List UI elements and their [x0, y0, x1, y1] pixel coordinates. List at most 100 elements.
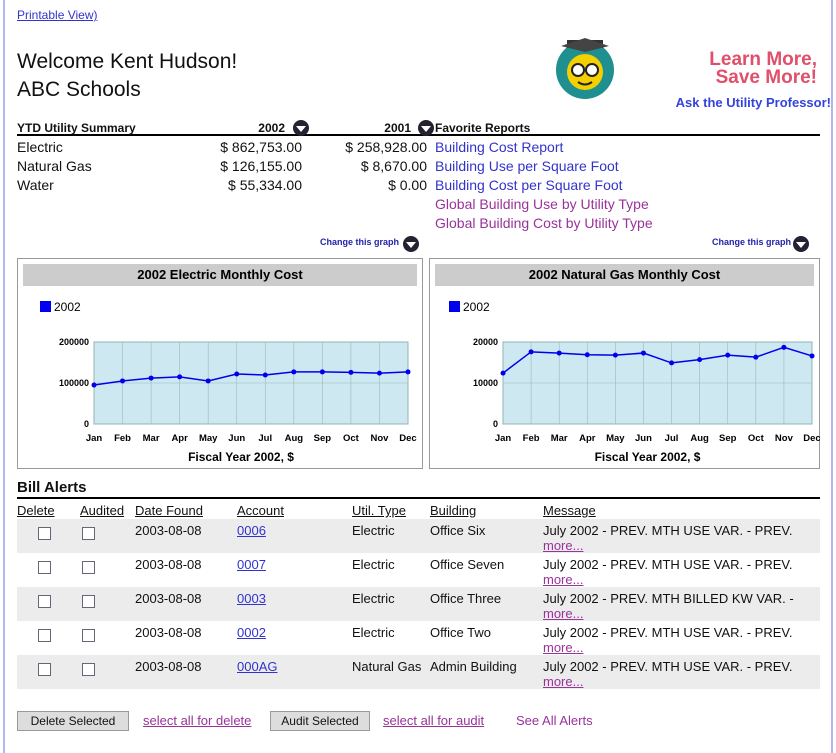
- summary-rule: [17, 134, 820, 136]
- dropdown-icon[interactable]: [416, 118, 436, 138]
- column-header[interactable]: Building: [430, 503, 477, 518]
- more-link[interactable]: more...: [543, 572, 584, 587]
- x-tick-label: Apr: [171, 433, 188, 444]
- dropdown-icon[interactable]: [791, 234, 811, 254]
- dropdown-icon[interactable]: [401, 234, 421, 254]
- message: July 2002 - PREV. MTH USE VAR. - PREV. m…: [543, 557, 828, 587]
- x-tick-label: Jul: [665, 433, 679, 444]
- data-point: [556, 350, 562, 356]
- icon-arrow: [421, 126, 431, 132]
- column-header[interactable]: Delete: [17, 503, 55, 518]
- x-tick-label: Jun: [635, 433, 652, 444]
- checkbox[interactable]: [38, 527, 51, 540]
- chart-title: 2002 Electric Monthly Cost: [137, 267, 303, 282]
- building: Admin Building: [430, 659, 517, 674]
- data-point: [376, 370, 382, 376]
- checkbox[interactable]: [38, 629, 51, 642]
- data-point: [120, 378, 126, 384]
- checkbox[interactable]: [82, 629, 95, 642]
- checkbox[interactable]: [82, 527, 95, 540]
- x-tick-label: May: [199, 433, 218, 444]
- account-link[interactable]: 000AG: [237, 659, 278, 674]
- date-found: 2003-08-08: [135, 659, 202, 674]
- alerts-rule: [17, 497, 820, 499]
- change-graph[interactable]: Change this graph: [319, 237, 399, 247]
- column-header[interactable]: Message: [543, 503, 596, 518]
- data-point: [500, 370, 506, 376]
- printable-link[interactable]: Printable View): [17, 8, 98, 22]
- utility-name: Electric: [17, 139, 63, 155]
- favorite-link[interactable]: Building Cost Report: [435, 139, 564, 155]
- alerts-title: Bill Alerts: [17, 479, 87, 496]
- data-line: [93, 371, 409, 386]
- select-all-delete[interactable]: select all for delete: [143, 713, 252, 728]
- more-link[interactable]: more...: [543, 674, 584, 689]
- x-tick-label: Jul: [258, 433, 272, 444]
- date-found: 2003-08-08: [135, 625, 202, 640]
- favorite-link[interactable]: Global Building Cost by Utility Type: [435, 215, 653, 231]
- data-point: [291, 369, 297, 375]
- data-point: [809, 353, 815, 359]
- x-tick-label: Feb: [523, 433, 540, 444]
- see-all-alerts[interactable]: See All Alerts: [516, 713, 593, 728]
- organization: ABC Schools: [17, 78, 141, 101]
- favorites-title: Favorite Reports: [435, 121, 531, 135]
- welcome: Welcome Kent Hudson!: [17, 50, 238, 73]
- util-type: Electric: [352, 625, 395, 640]
- x-tick-label: Jan: [495, 433, 512, 444]
- more-link[interactable]: more...: [543, 640, 584, 655]
- util-type: Natural Gas: [352, 659, 422, 674]
- data-point: [669, 360, 675, 366]
- data-point: [177, 374, 183, 380]
- message-text: July 2002 - PREV. MTH USE VAR. - PREV.: [543, 523, 793, 538]
- promo-link[interactable]: Ask the Utility Professor!: [675, 95, 831, 110]
- y-tick-label: 0: [493, 419, 498, 429]
- more-link[interactable]: more...: [543, 538, 584, 553]
- summary-header: 2001: [384, 121, 411, 135]
- message: July 2002 - PREV. MTH USE VAR. - PREV. m…: [543, 659, 828, 689]
- y-tick-label: 100000: [59, 378, 89, 388]
- checkbox[interactable]: [82, 595, 95, 608]
- data-point: [584, 352, 590, 358]
- dropdown-icon[interactable]: [291, 118, 311, 138]
- row-bg: [17, 587, 820, 621]
- checkbox[interactable]: [38, 595, 51, 608]
- icon-arrow: [796, 242, 806, 248]
- select-all-audit[interactable]: select all for audit: [383, 713, 485, 728]
- checkbox[interactable]: [82, 561, 95, 574]
- column-header[interactable]: Audited: [80, 503, 125, 518]
- column-header[interactable]: Date Found: [135, 503, 203, 518]
- column-header[interactable]: Util. Type: [352, 503, 406, 518]
- more-link[interactable]: more...: [543, 606, 584, 621]
- account-link[interactable]: 0002: [237, 625, 266, 640]
- cost-2002: $ 55,334.00: [228, 177, 302, 193]
- building: Office Three: [430, 591, 502, 606]
- checkbox[interactable]: [38, 561, 51, 574]
- building: Office Seven: [430, 557, 505, 572]
- legend-swatch: [40, 301, 51, 312]
- favorite-link[interactable]: Building Use per Square Foot: [435, 158, 619, 174]
- account-link[interactable]: 0003: [237, 591, 266, 606]
- account-link[interactable]: 0007: [237, 557, 266, 572]
- column-header[interactable]: Account: [237, 503, 284, 518]
- checkbox[interactable]: [82, 663, 95, 676]
- x-tick-label: Sep: [314, 433, 332, 444]
- data-point: [91, 382, 97, 388]
- delete-button[interactable]: Delete Selected: [17, 711, 129, 731]
- cost-2002: $ 126,155.00: [220, 158, 302, 174]
- util-type: Electric: [352, 591, 395, 606]
- title-bar: [435, 264, 814, 286]
- favorite-link[interactable]: Building Cost per Square Foot: [435, 177, 623, 193]
- audit-button[interactable]: Audit Selected: [270, 711, 370, 731]
- data-point: [640, 350, 646, 356]
- checkbox[interactable]: [38, 663, 51, 676]
- message-text: July 2002 - PREV. MTH USE VAR. - PREV.: [543, 557, 793, 572]
- x-tick-label: Dec: [399, 433, 416, 444]
- change-graph[interactable]: Change this graph: [711, 237, 791, 247]
- x-tick-label: Mar: [551, 433, 568, 444]
- message: July 2002 - PREV. MTH BILLED KW VAR. - m…: [543, 591, 828, 621]
- favorite-link[interactable]: Global Building Use by Utility Type: [435, 196, 649, 212]
- account-link[interactable]: 0006: [237, 523, 266, 538]
- data-point: [781, 344, 787, 350]
- data-point: [753, 354, 759, 360]
